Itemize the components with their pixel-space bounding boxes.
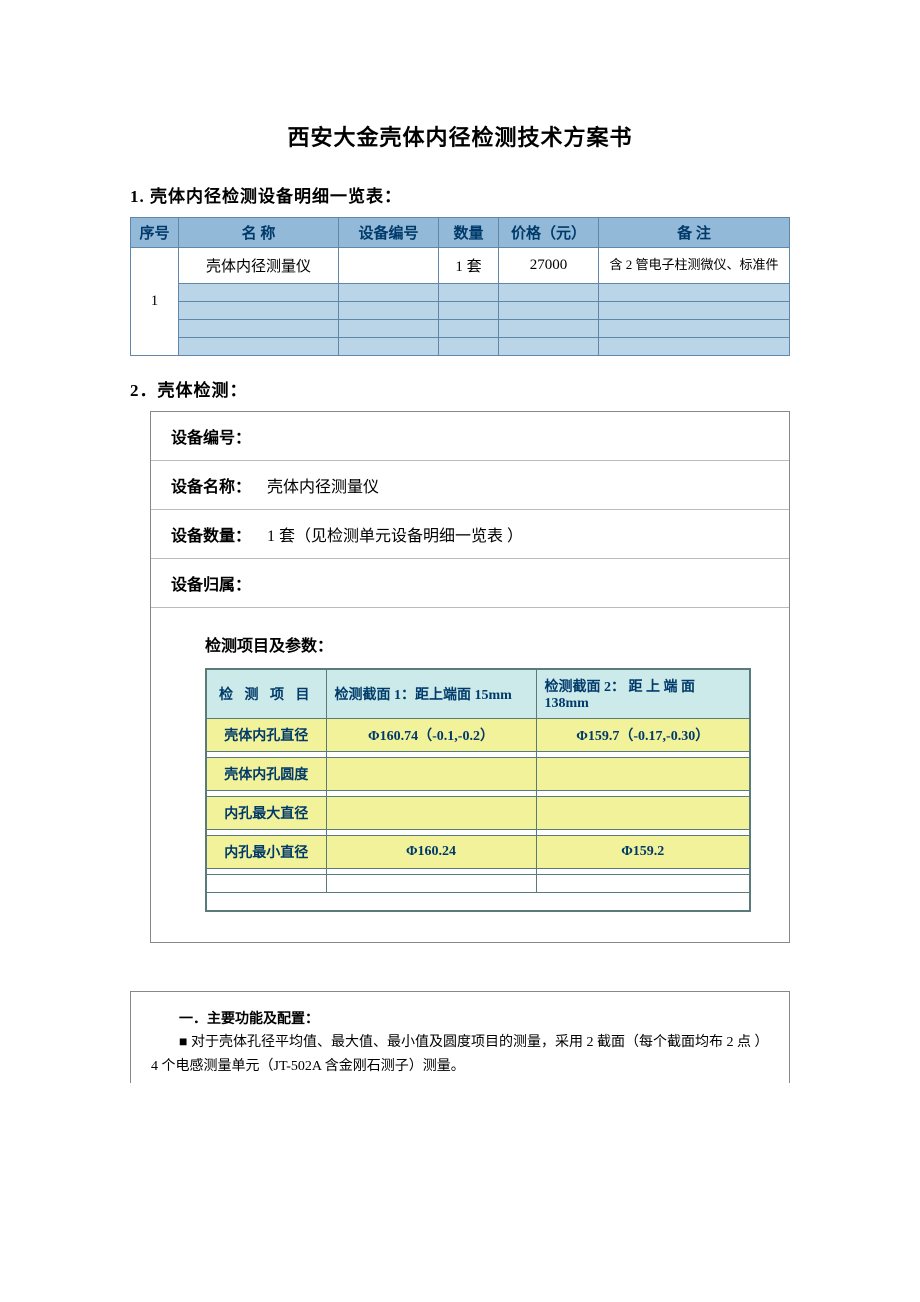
label-devno: 设备编号：: [171, 424, 251, 448]
info-row-devname: 设备名称： 壳体内径测量仪: [151, 460, 789, 509]
bottom-paragraph: ■ 对于壳体孔径平均值、最大值、最小值及圆度项目的测量，采用 2 截面（每个截面…: [151, 1031, 769, 1079]
cell: [439, 284, 499, 302]
spacer-row: [206, 875, 750, 893]
cell: [339, 302, 439, 320]
params-row: 壳体内孔直径 Φ160.74（-0.1,-0.2） Φ159.7（-0.17,-…: [206, 719, 750, 752]
equipment-row: 1 壳体内径测量仪 1 套 27000 含 2 管电子柱测微仪、标准件: [131, 248, 790, 284]
document-page: 西安大金壳体内径检测技术方案书 1. 壳体内径检测设备明细一览表： 序号 名 称…: [0, 0, 920, 1302]
equipment-row: [131, 284, 790, 302]
param-v1: Φ160.74（-0.1,-0.2）: [326, 719, 536, 752]
bottom-box: 一．主要功能及配置： ■ 对于壳体孔径平均值、最大值、最小值及圆度项目的测量，采…: [130, 991, 790, 1083]
cell: [339, 338, 439, 356]
param-v2: [536, 758, 750, 791]
val-devname: 壳体内径测量仪: [267, 479, 379, 496]
params-row: 壳体内孔圆度: [206, 758, 750, 791]
equipment-row: [131, 338, 790, 356]
param-label: 内孔最小直径: [206, 836, 326, 869]
col-sec1: 检测截面 1：距上端面 15mm: [326, 669, 536, 719]
cell: [439, 302, 499, 320]
equipment-row: [131, 320, 790, 338]
cell-note: 含 2 管电子柱测微仪、标准件: [599, 248, 790, 284]
col-seq: 序号: [131, 218, 179, 248]
section1-heading: 1. 壳体内径检测设备明细一览表：: [130, 182, 790, 207]
cell: [599, 338, 790, 356]
equipment-row: [131, 302, 790, 320]
params-table: 检 测 项 目 检测截面 1：距上端面 15mm 检测截面 2： 距 上 端 面…: [205, 668, 751, 912]
params-row: 内孔最小直径 Φ160.24 Φ159.2: [206, 836, 750, 869]
param-label: 内孔最大直径: [206, 797, 326, 830]
cell: [499, 302, 599, 320]
cell: [439, 338, 499, 356]
cell: [179, 338, 339, 356]
cell-price: 27000: [499, 248, 599, 284]
col-item: 检 测 项 目: [206, 669, 326, 719]
param-label: 壳体内孔圆度: [206, 758, 326, 791]
params-header-row: 检 测 项 目 检测截面 1：距上端面 15mm 检测截面 2： 距 上 端 面…: [206, 669, 750, 719]
equipment-table: 序号 名 称 设备编号 数量 价格（元） 备 注 1 壳体内径测量仪 1 套 2…: [130, 217, 790, 356]
cell: [179, 320, 339, 338]
col-qty: 数量: [439, 218, 499, 248]
equipment-table-header-row: 序号 名 称 设备编号 数量 价格（元） 备 注: [131, 218, 790, 248]
info-row-qty: 设备数量： 1 套（见检测单元设备明细一览表 ）: [151, 509, 789, 558]
col-price: 价格（元）: [499, 218, 599, 248]
cell: [439, 320, 499, 338]
cell: [499, 284, 599, 302]
info-row-params: 检测项目及参数： 检 测 项 目 检测截面 1：距上端面 15mm 检测截面 2…: [151, 607, 789, 942]
label-qty: 设备数量：: [171, 522, 251, 546]
param-v2: [536, 797, 750, 830]
cell: [339, 320, 439, 338]
param-v1: [326, 797, 536, 830]
cell: [599, 284, 790, 302]
info-row-owner: 设备归属：: [151, 558, 789, 607]
cell: [599, 320, 790, 338]
label-devname: 设备名称：: [171, 473, 251, 497]
param-v1: [326, 758, 536, 791]
cell: [339, 284, 439, 302]
col-note: 备 注: [599, 218, 790, 248]
col-sec2: 检测截面 2： 距 上 端 面 138mm: [536, 669, 750, 719]
seq-cell: 1: [131, 248, 179, 356]
bottom-heading: 一．主要功能及配置：: [151, 1008, 769, 1032]
params-row: 内孔最大直径: [206, 797, 750, 830]
param-label: 壳体内孔直径: [206, 719, 326, 752]
cell: [499, 320, 599, 338]
spacer-row: [206, 893, 750, 911]
cell: [499, 338, 599, 356]
section2-heading: 2．壳体检测：: [130, 376, 790, 401]
col-name: 名 称: [179, 218, 339, 248]
label-owner: 设备归属：: [171, 571, 251, 595]
params-heading: 检测项目及参数：: [205, 632, 769, 656]
param-v1: Φ160.24: [326, 836, 536, 869]
param-v2: Φ159.2: [536, 836, 750, 869]
page-title: 西安大金壳体内径检测技术方案书: [130, 120, 790, 152]
param-v2: Φ159.7（-0.17,-0.30）: [536, 719, 750, 752]
cell-name: 壳体内径测量仪: [179, 248, 339, 284]
info-box: 设备编号： 设备名称： 壳体内径测量仪 设备数量： 1 套（见检测单元设备明细一…: [150, 411, 790, 943]
col-devno: 设备编号: [339, 218, 439, 248]
cell: [599, 302, 790, 320]
cell-devno: [339, 248, 439, 284]
cell-qty: 1 套: [439, 248, 499, 284]
cell: [179, 302, 339, 320]
val-qty: 1 套（见检测单元设备明细一览表 ）: [267, 528, 523, 545]
info-row-devno: 设备编号：: [151, 412, 789, 460]
cell: [179, 284, 339, 302]
